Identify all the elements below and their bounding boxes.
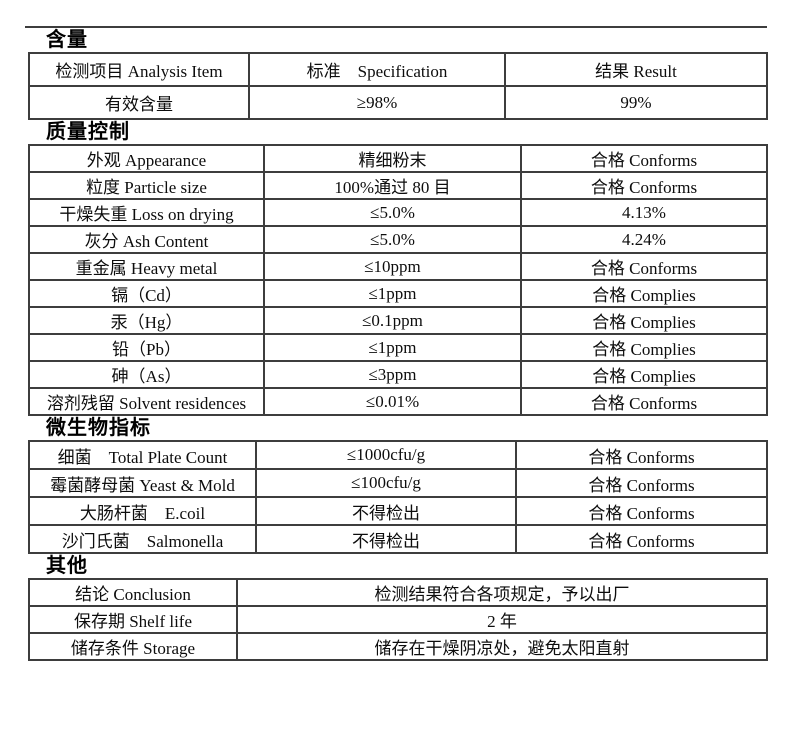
table-cell: 合格 Conforms — [520, 252, 768, 281]
table-cell: 沙门氏菌 Salmonella — [28, 524, 257, 554]
table-row: 保存期 Shelf life 2 年 — [28, 605, 768, 634]
table-cell: 100%通过 80 目 — [263, 171, 522, 200]
column-header-analysis-item: 检测项目 Analysis Item — [28, 52, 250, 87]
table-cell: ≥98% — [248, 85, 506, 120]
table-cell: 合格 Complies — [520, 279, 768, 308]
table-cell: 大肠杆菌 E.coil — [28, 496, 257, 526]
table-row: 砷（As） ≤3ppm 合格 Complies — [28, 360, 768, 389]
table-row: 外观 Appearance 精细粉末 合格 Conforms — [28, 144, 768, 173]
table-cell: 2 年 — [236, 605, 768, 634]
table-cell: 合格 Conforms — [515, 524, 768, 554]
table-cell: 不得检出 — [255, 524, 517, 554]
table-cell: ≤1ppm — [263, 279, 522, 308]
column-header-specification: 标准 Specification — [248, 52, 506, 87]
table-cell: 合格 Complies — [520, 306, 768, 335]
table-row: 干燥失重 Loss on drying ≤5.0% 4.13% — [28, 198, 768, 227]
table-row: 有效含量 ≥98% 99% — [28, 85, 768, 120]
table-cell: 干燥失重 Loss on drying — [28, 198, 265, 227]
table-cell: ≤1ppm — [263, 333, 522, 362]
section-heading-microbiological: 微生物指标 — [46, 417, 151, 439]
table-row: 细菌 Total Plate Count ≤1000cfu/g 合格 Conform… — [28, 440, 768, 470]
table-cell: 合格 Complies — [520, 333, 768, 362]
table-row: 溶剂残留 Solvent residences ≤0.01% 合格 Conforms — [28, 387, 768, 416]
table-cell: 合格 Conforms — [520, 171, 768, 200]
table-cell: 储存在干燥阴凉处，避免太阳直射 — [236, 632, 768, 661]
table-row: 储存条件 Storage 储存在干燥阴凉处，避免太阳直射 — [28, 632, 768, 661]
table-cell: ≤5.0% — [263, 225, 522, 254]
table-cell: 铅（Pb） — [28, 333, 265, 362]
table-row: 灰分 Ash Content ≤5.0% 4.24% — [28, 225, 768, 254]
table-row: 大肠杆菌 E.coil 不得检出 合格 Conforms — [28, 496, 768, 526]
table-cell: 4.24% — [520, 225, 768, 254]
table-row: 沙门氏菌 Salmonella 不得检出 合格 Conforms — [28, 524, 768, 554]
table-cell: 合格 Conforms — [515, 496, 768, 526]
table-cell: 溶剂残留 Solvent residences — [28, 387, 265, 416]
table-cell: 外观 Appearance — [28, 144, 265, 173]
table-cell: ≤1000cfu/g — [255, 440, 517, 470]
table-cell: 不得检出 — [255, 496, 517, 526]
top-divider — [25, 26, 767, 28]
table-row: 重金属 Heavy metal ≤10ppm 合格 Conforms — [28, 252, 768, 281]
other-table: 结论 Conclusion 检测结果符合各项规定，予以出厂 保存期 Shelf li… — [28, 578, 768, 661]
table-cell: 合格 Conforms — [515, 440, 768, 470]
table-cell: 霉菌酵母菌 Yeast & Mold — [28, 468, 257, 498]
table-header-row: 检测项目 Analysis Item 标准 Specification 结果 R… — [28, 52, 768, 87]
table-row: 粒度 Particle size 100%通过 80 目合格 Conforms — [28, 171, 768, 200]
table-row: 汞（Hg） ≤0.1ppm 合格 Complies — [28, 306, 768, 335]
table-cell: 粒度 Particle size — [28, 171, 265, 200]
table-cell: 重金属 Heavy metal — [28, 252, 265, 281]
section-heading-other: 其他 — [46, 555, 88, 577]
section-heading-content: 含量 — [46, 29, 88, 51]
table-row: 结论 Conclusion 检测结果符合各项规定，予以出厂 — [28, 578, 768, 607]
table-cell: 砷（As） — [28, 360, 265, 389]
table-cell: 有效含量 — [28, 85, 250, 120]
table-cell: 检测结果符合各项规定，予以出厂 — [236, 578, 768, 607]
table-cell: 结论 Conclusion — [28, 578, 238, 607]
microbiological-table: 细菌 Total Plate Count ≤1000cfu/g 合格 Conform… — [28, 440, 768, 554]
content-table: 检测项目 Analysis Item 标准 Specification 结果 R… — [28, 52, 768, 120]
table-cell: 合格 Conforms — [515, 468, 768, 498]
table-cell: 储存条件 Storage — [28, 632, 238, 661]
table-cell: 合格 Conforms — [520, 144, 768, 173]
table-cell: 灰分 Ash Content — [28, 225, 265, 254]
quality-control-table: 外观 Appearance 精细粉末 合格 Conforms 粒度 Particle … — [28, 144, 768, 416]
table-cell: 4.13% — [520, 198, 768, 227]
table-cell: ≤10ppm — [263, 252, 522, 281]
table-cell: 保存期 Shelf life — [28, 605, 238, 634]
table-row: 霉菌酵母菌 Yeast & Mold ≤100cfu/g 合格 Conforms — [28, 468, 768, 498]
table-cell: 细菌 Total Plate Count — [28, 440, 257, 470]
table-cell: 99% — [504, 85, 768, 120]
table-row: 铅（Pb） ≤1ppm 合格 Complies — [28, 333, 768, 362]
table-cell: 精细粉末 — [263, 144, 522, 173]
table-cell: ≤3ppm — [263, 360, 522, 389]
column-header-result: 结果 Result — [504, 52, 768, 87]
table-cell: ≤100cfu/g — [255, 468, 517, 498]
table-cell: 镉（Cd） — [28, 279, 265, 308]
table-cell: 合格 Complies — [520, 360, 768, 389]
table-cell: 汞（Hg） — [28, 306, 265, 335]
table-cell: ≤5.0% — [263, 198, 522, 227]
section-heading-quality-control: 质量控制 — [46, 121, 130, 143]
table-cell: 合格 Conforms — [520, 387, 768, 416]
table-cell: ≤0.01% — [263, 387, 522, 416]
table-cell: ≤0.1ppm — [263, 306, 522, 335]
table-row: 镉（Cd） ≤1ppm 合格 Complies — [28, 279, 768, 308]
